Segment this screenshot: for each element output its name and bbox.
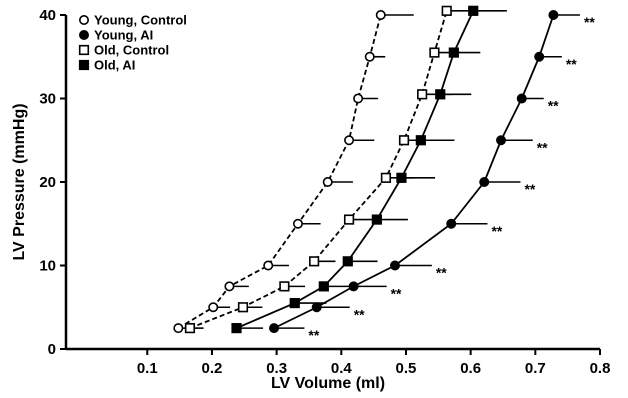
data-point [534,51,545,62]
significance-label: ** [308,327,319,343]
data-point [396,172,407,183]
series-line [189,10,448,329]
x-axis-title: LV Volume (ml) [271,375,385,392]
data-point [380,172,392,183]
data-point [371,214,382,225]
legend-label: Old, AI [94,58,135,73]
data-point [496,135,507,146]
x-tick-label: 0.3 [266,360,287,377]
data-point [343,214,355,225]
significance-label: ** [354,306,365,322]
data-point [231,323,242,334]
series-old-ai [231,5,507,334]
data-point [479,177,490,188]
legend-marker [79,29,90,40]
legend-item: Old, AI [78,58,135,73]
legend-label: Young, AI [94,28,153,43]
plot-area: ** ** ** ** ** ** ** ** ** ** [173,5,595,343]
y-tick-label: 10 [39,258,56,275]
significance-label: ** [566,56,577,72]
data-point [375,10,386,20]
legend-item: Young, AI [79,28,153,43]
data-point [318,281,329,292]
data-point [441,5,452,16]
significance-label: ** [436,265,447,281]
data-point [224,281,235,292]
data-point [344,135,355,146]
axes: 0.1 0.2 0.3 0.4 0.5 0.6 0.7 0.8 0 10 20 30 40 [39,7,610,377]
data-point [415,135,426,146]
series-line [236,10,475,329]
legend-marker [79,15,90,25]
series-young-control [173,10,414,334]
data-point [173,323,184,334]
data-point [448,47,459,58]
data-point [342,256,353,267]
data-point [468,5,479,16]
series-line [273,14,555,329]
y-tick-label: 30 [39,91,56,108]
x-tick-label: 0.5 [396,360,417,377]
data-point [289,297,300,309]
x-tick-label: 0.7 [525,360,546,377]
data-point [548,10,559,20]
data-point [364,51,375,62]
data-point [309,256,320,267]
significance-label: ** [491,223,502,239]
data-point [417,89,428,100]
y-axis-title: LV Pressure (mmHg) [11,103,28,260]
x-tick-label: 0.8 [590,360,611,377]
y-tick-label: 20 [39,174,56,191]
data-point [237,302,249,313]
data-point [269,323,280,334]
significance-label: ** [584,14,595,30]
legend-item: Old, Control [78,43,169,58]
data-point [322,177,333,188]
data-point [435,89,446,100]
data-point [389,260,400,271]
significance-label: ** [391,285,402,301]
data-point [208,302,219,313]
x-tick-label: 0.4 [331,360,353,377]
y-tick-label: 40 [39,7,56,24]
data-point [311,302,322,313]
legend-marker [78,59,90,71]
data-point [292,218,303,229]
data-point [429,47,440,58]
significance-label: ** [537,139,548,155]
data-point [184,323,196,334]
significance-label: ** [524,181,535,197]
x-tick-label: 0.1 [137,360,158,377]
y-tick-label: 0 [48,341,56,358]
significance-label: ** [548,98,559,114]
legend-label: Young, Control [94,13,187,28]
data-point [353,93,364,104]
data-point [263,260,274,271]
legend-label: Old, Control [94,43,169,58]
x-tick-label: 0.2 [202,360,223,377]
data-point [446,218,457,229]
legend-item: Young, Control [79,13,187,28]
data-point [398,135,410,146]
x-tick-label: 0.6 [460,360,481,377]
data-point [516,93,527,104]
series-young-ai: ** ** ** ** ** ** ** ** ** ** [269,10,595,343]
data-point [279,281,290,292]
series-line [177,14,382,329]
legend-marker [78,44,90,56]
